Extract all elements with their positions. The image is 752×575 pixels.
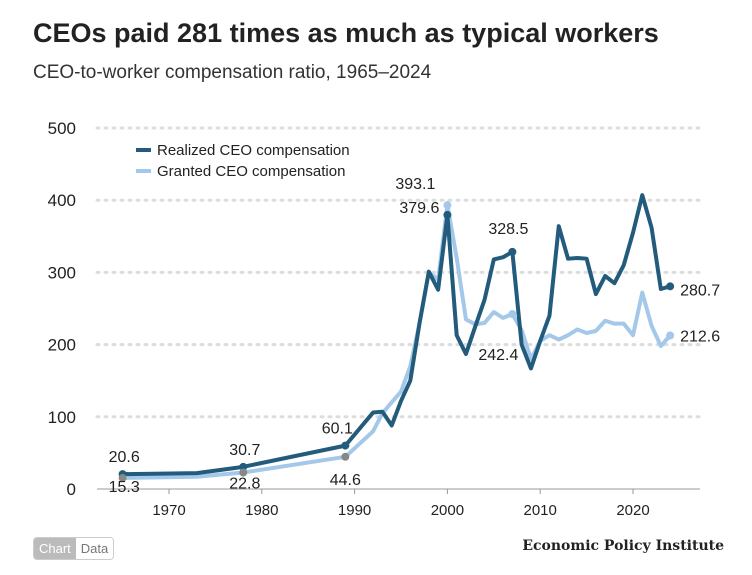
legend-label: Realized CEO compensation: [157, 142, 350, 159]
y-tick-label: 500: [48, 119, 76, 138]
data-point-marker: [508, 309, 517, 318]
data-label: 22.8: [229, 476, 260, 493]
x-tick-label: 2020: [616, 502, 649, 519]
x-tick-label: 1970: [152, 502, 185, 519]
data-point-marker: [508, 247, 517, 256]
legend-label: Granted CEO compensation: [157, 163, 345, 180]
chart-title: CEOs paid 281 times as much as typical w…: [33, 18, 659, 48]
x-tick-label: 2010: [524, 502, 557, 519]
chart-subtitle: CEO-to-worker compensation ratio, 1965–2…: [33, 62, 432, 83]
data-point-marker: [341, 452, 350, 461]
data-point-marker: [666, 331, 675, 340]
x-tick-label: 1980: [245, 502, 278, 519]
y-tick-label: 300: [48, 263, 76, 282]
data-label: 212.6: [680, 329, 720, 346]
data-point-marker: [443, 201, 452, 210]
data-label: 280.7: [680, 282, 720, 299]
y-tick-label: 400: [48, 191, 76, 210]
data-point-marker: [443, 210, 452, 219]
data-label: 328.5: [488, 221, 528, 238]
x-tick-label: 1990: [338, 502, 371, 519]
data-label: 60.1: [322, 421, 353, 438]
data-label: 379.6: [399, 200, 439, 217]
chart-tab[interactable]: Chart: [34, 538, 76, 559]
y-tick-label: 200: [48, 336, 76, 355]
data-point-marker: [239, 468, 248, 477]
data-point-marker: [341, 441, 350, 450]
data-label: 44.6: [330, 472, 361, 489]
data-label: 15.3: [109, 479, 140, 496]
data-label: 30.7: [229, 442, 260, 459]
y-tick-label: 100: [48, 408, 76, 427]
view-toggle: Chart Data: [33, 537, 115, 560]
data-point-marker: [239, 462, 248, 471]
data-label: 20.6: [109, 449, 140, 466]
data-tab[interactable]: Data: [75, 538, 114, 559]
y-tick-label: 0: [67, 480, 76, 499]
x-tick-label: 2000: [431, 502, 464, 519]
brand-logo: Economic Policy Institute: [522, 538, 724, 554]
data-point-marker: [118, 473, 127, 482]
data-label: 242.4: [478, 347, 518, 364]
data-point-marker: [666, 282, 675, 291]
series-line-granted: [122, 203, 672, 480]
series-line-realized: [122, 193, 671, 477]
data-label: 393.1: [395, 176, 435, 193]
